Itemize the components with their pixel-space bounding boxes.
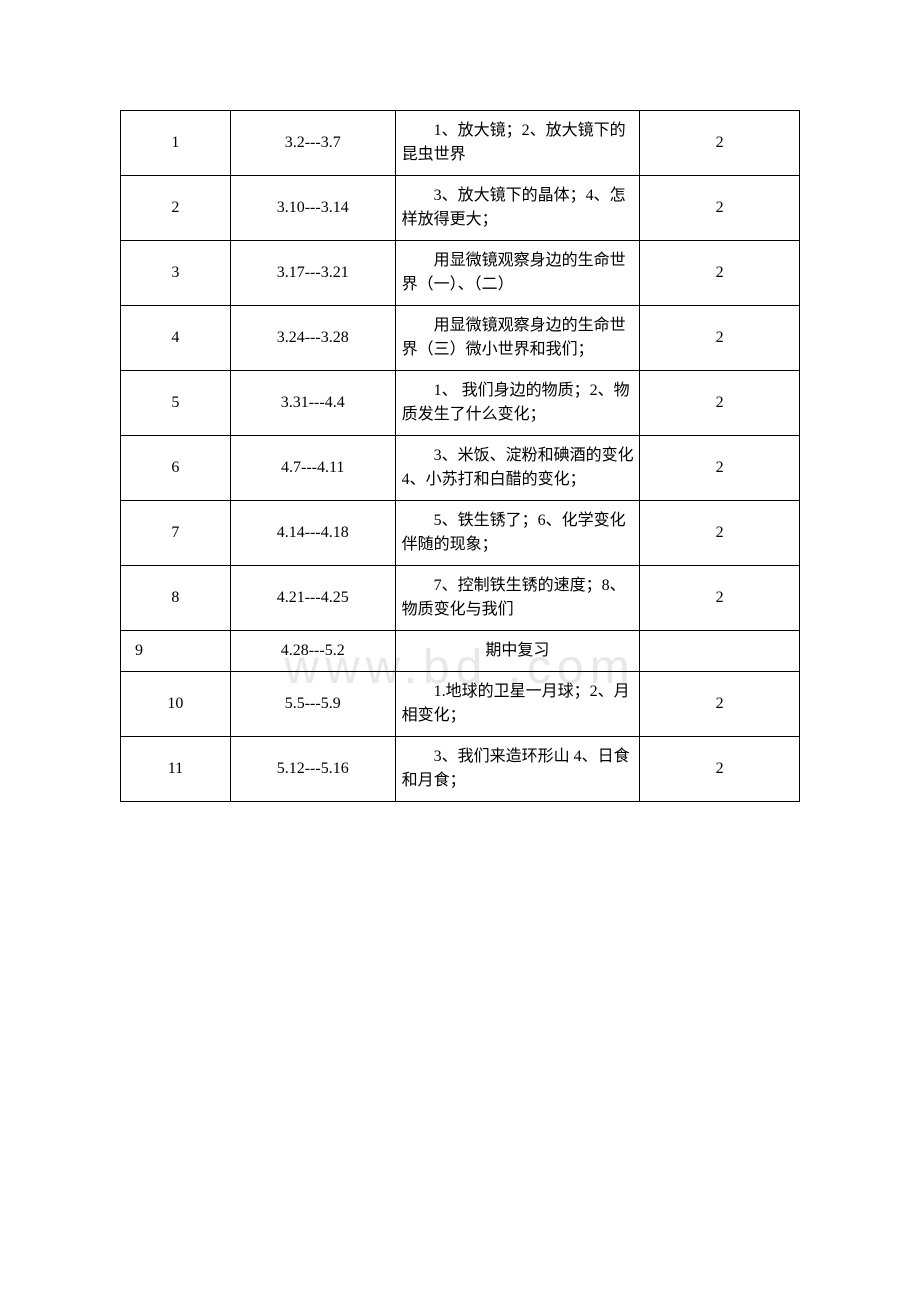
- table-row: 10 5.5---5.9 1.地球的卫星一月球；2、月相变化； 2: [121, 672, 800, 737]
- cell-dates: 3.31---4.4: [230, 371, 395, 436]
- table-row: 7 4.14---4.18 5、铁生锈了；6、化学变化伴随的现象； 2: [121, 501, 800, 566]
- cell-hours: 2: [640, 672, 800, 737]
- cell-hours: 2: [640, 241, 800, 306]
- cell-dates: 5.12---5.16: [230, 737, 395, 802]
- cell-dates: 3.24---3.28: [230, 306, 395, 371]
- cell-hours: 2: [640, 737, 800, 802]
- cell-week: 10: [121, 672, 231, 737]
- cell-dates: 3.2---3.7: [230, 111, 395, 176]
- cell-content: 3、我们来造环形山 4、日食和月食；: [395, 737, 640, 802]
- table-row: 6 4.7---4.11 3、米饭、淀粉和碘酒的变化 4、小苏打和白醋的变化； …: [121, 436, 800, 501]
- cell-content: 期中复习: [395, 631, 640, 672]
- cell-content: 1、放大镜；2、放大镜下的昆虫世界: [395, 111, 640, 176]
- cell-content: 1.地球的卫星一月球；2、月相变化；: [395, 672, 640, 737]
- cell-hours: [640, 631, 800, 672]
- cell-hours: 2: [640, 566, 800, 631]
- schedule-table: 1 3.2---3.7 1、放大镜；2、放大镜下的昆虫世界 2 2 3.10--…: [120, 110, 800, 802]
- cell-hours: 2: [640, 436, 800, 501]
- cell-hours: 2: [640, 371, 800, 436]
- cell-dates: 4.28---5.2: [230, 631, 395, 672]
- cell-week: 1: [121, 111, 231, 176]
- cell-content: 3、放大镜下的晶体；4、怎样放得更大；: [395, 176, 640, 241]
- cell-hours: 2: [640, 306, 800, 371]
- cell-week: 6: [121, 436, 231, 501]
- table-row: 3 3.17---3.21 用显微镜观察身边的生命世界（一）、（二） 2: [121, 241, 800, 306]
- cell-content: 1、 我们身边的物质；2、物质发生了什么变化；: [395, 371, 640, 436]
- cell-dates: 3.17---3.21: [230, 241, 395, 306]
- cell-dates: 4.21---4.25: [230, 566, 395, 631]
- table-row: 4 3.24---3.28 用显微镜观察身边的生命世界（三）微小世界和我们； 2: [121, 306, 800, 371]
- cell-content: 5、铁生锈了；6、化学变化伴随的现象；: [395, 501, 640, 566]
- cell-week: 3: [121, 241, 231, 306]
- cell-dates: 3.10---3.14: [230, 176, 395, 241]
- cell-content: 用显微镜观察身边的生命世界（三）微小世界和我们；: [395, 306, 640, 371]
- cell-week: 8: [121, 566, 231, 631]
- cell-week: 5: [121, 371, 231, 436]
- table-row: 1 3.2---3.7 1、放大镜；2、放大镜下的昆虫世界 2: [121, 111, 800, 176]
- table-row: 5 3.31---4.4 1、 我们身边的物质；2、物质发生了什么变化； 2: [121, 371, 800, 436]
- cell-content: 用显微镜观察身边的生命世界（一）、（二）: [395, 241, 640, 306]
- cell-dates: 5.5---5.9: [230, 672, 395, 737]
- cell-hours: 2: [640, 111, 800, 176]
- cell-week: 7: [121, 501, 231, 566]
- cell-hours: 2: [640, 501, 800, 566]
- cell-dates: 4.14---4.18: [230, 501, 395, 566]
- table-body: 1 3.2---3.7 1、放大镜；2、放大镜下的昆虫世界 2 2 3.10--…: [121, 111, 800, 802]
- cell-week: 9: [121, 631, 231, 672]
- cell-week: 2: [121, 176, 231, 241]
- cell-dates: 4.7---4.11: [230, 436, 395, 501]
- cell-week: 4: [121, 306, 231, 371]
- cell-week: 11: [121, 737, 231, 802]
- cell-content: 3、米饭、淀粉和碘酒的变化 4、小苏打和白醋的变化；: [395, 436, 640, 501]
- cell-content: 7、控制铁生锈的速度；8、物质变化与我们: [395, 566, 640, 631]
- table-row: 8 4.21---4.25 7、控制铁生锈的速度；8、物质变化与我们 2: [121, 566, 800, 631]
- table-row: 9 4.28---5.2 期中复习: [121, 631, 800, 672]
- table-row: 11 5.12---5.16 3、我们来造环形山 4、日食和月食； 2: [121, 737, 800, 802]
- table-row: 2 3.10---3.14 3、放大镜下的晶体；4、怎样放得更大； 2: [121, 176, 800, 241]
- cell-hours: 2: [640, 176, 800, 241]
